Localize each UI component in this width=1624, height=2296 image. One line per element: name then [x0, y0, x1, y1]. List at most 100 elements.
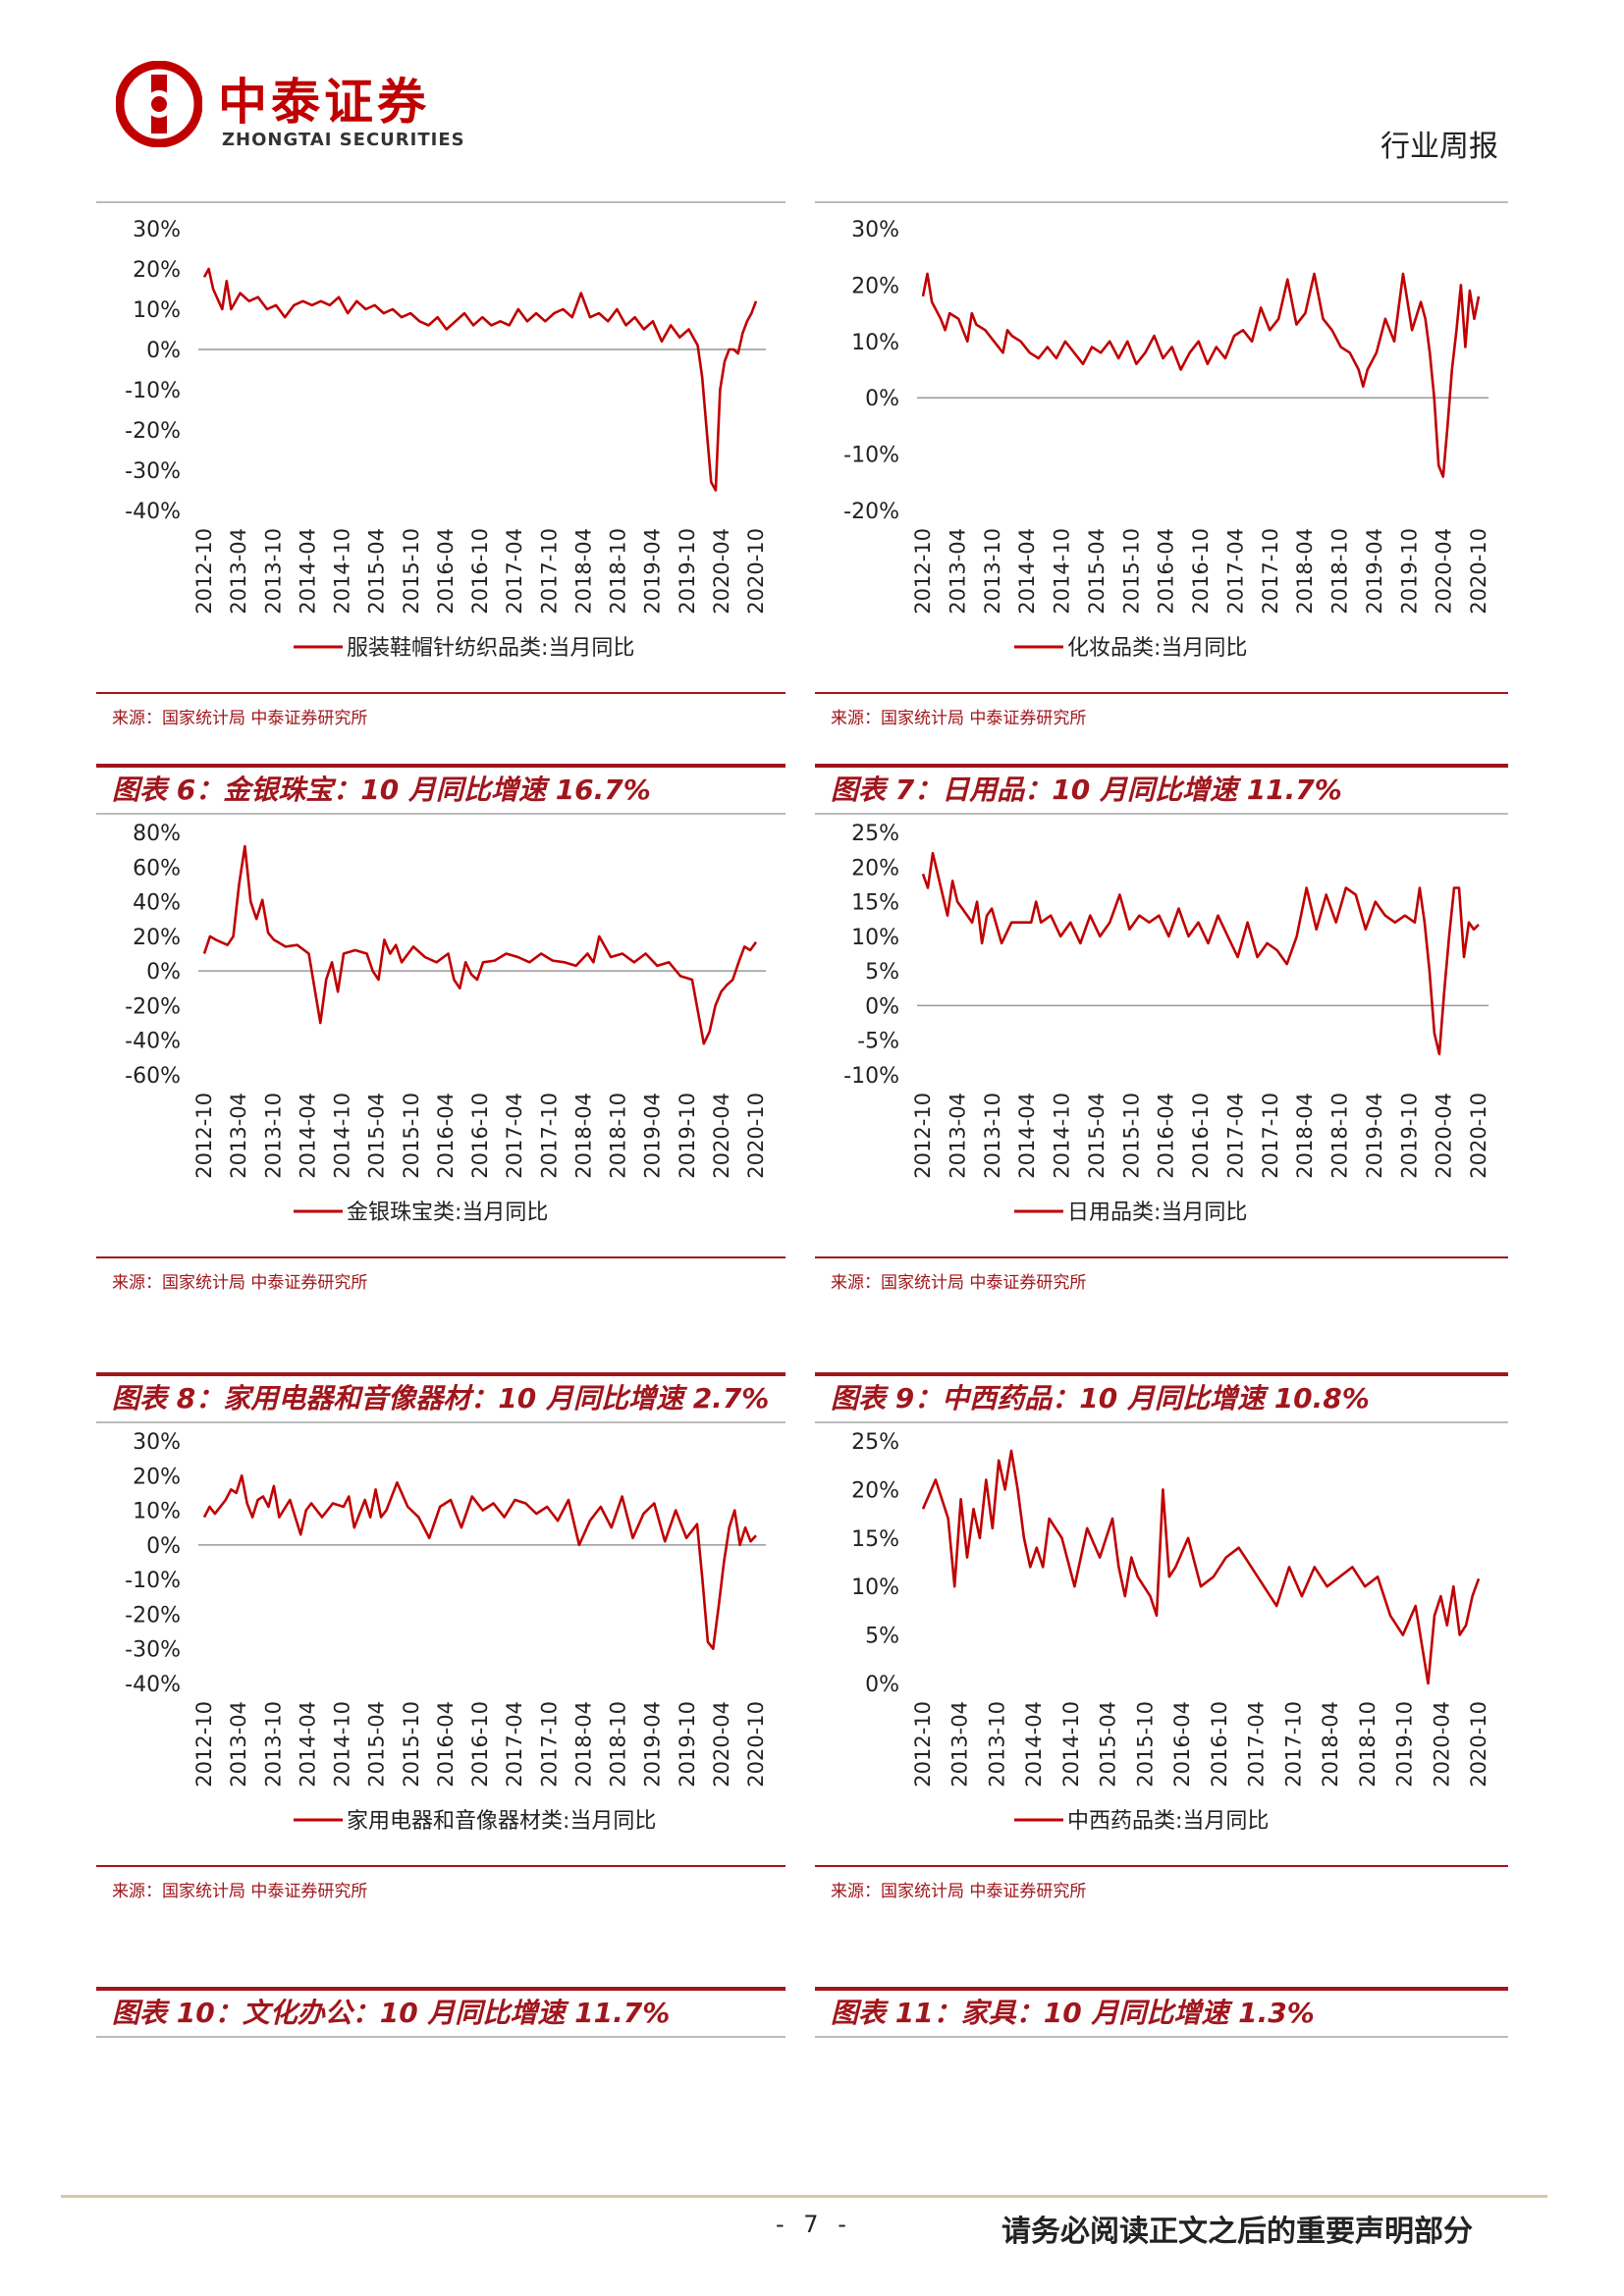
x-tick-label: 2017-10 [1259, 1093, 1282, 1179]
x-tick-label: 2014-10 [331, 1093, 354, 1179]
chart-11-title-bar: 图表 11：家具：10 月同比增速 1.3% [815, 1987, 1508, 2038]
chart-10-title: 图表 10：文化办公：10 月同比增速 11.7% [112, 1997, 671, 2029]
chart-title-bar: 图表 9：中西药品：10 月同比增速 10.8% [815, 1372, 1508, 1423]
x-tick-label: 2019-04 [641, 1093, 665, 1179]
x-tick-label: 2018-04 [1319, 1701, 1342, 1788]
y-tick-label: -10% [843, 444, 899, 468]
y-tick-label: 0% [146, 339, 181, 363]
x-tick-label: 2016-04 [1155, 1093, 1178, 1179]
y-tick-label: -10% [843, 1064, 899, 1089]
x-tick-label: 2017-10 [537, 528, 561, 614]
x-tick-label: 2019-10 [676, 1093, 699, 1179]
x-tick-label: 2012-10 [192, 1701, 216, 1788]
chart-1: -20% -10% 0% 10% 20% 30% 2012-10 2013-04 2013-10… [843, 218, 1490, 661]
x-tick-label: 2016-10 [1189, 528, 1213, 614]
x-tick-label: 2015-04 [1097, 1701, 1120, 1788]
y-tick-label: -40% [125, 1673, 181, 1697]
x-tick-label: 2017-10 [1259, 528, 1282, 614]
y-tick-label: -20% [125, 994, 181, 1019]
y-tick-label: -20% [125, 1603, 181, 1628]
x-tick-label: 2015-04 [1085, 528, 1109, 614]
x-tick-label: 2013-10 [261, 1701, 285, 1788]
x-tick-label: 2014-04 [1015, 1093, 1039, 1179]
x-tick-label: 2017-04 [503, 1093, 526, 1179]
y-tick-label: 0% [865, 994, 899, 1019]
series-line [921, 1449, 1481, 1685]
y-tick-label: 30% [851, 218, 899, 242]
x-tick-label: 2014-04 [296, 528, 319, 614]
y-tick-label: 20% [133, 1465, 181, 1489]
x-tick-label: 2014-10 [1059, 1701, 1083, 1788]
disclaimer-note: 请务必阅读正文之后的重要声明部分 [1001, 2215, 1473, 2249]
x-tick-label: 2013-10 [985, 1701, 1008, 1788]
x-tick-label: 2013-04 [946, 1093, 969, 1179]
x-tick-label: 2020-04 [710, 1093, 733, 1179]
x-tick-label: 2017-04 [1223, 1093, 1247, 1179]
x-tick-label: 2014-04 [1015, 528, 1039, 614]
x-tick-label: 2018-10 [1356, 1701, 1380, 1788]
series-line [202, 844, 758, 1045]
chart-title: 图表 7：日用品：10 月同比增速 11.7% [831, 774, 1342, 806]
x-tick-label: 2013-10 [981, 528, 1004, 614]
x-tick-label: 2012-10 [192, 528, 216, 614]
x-tick-label: 2015-10 [1133, 1701, 1157, 1788]
x-tick-label: 2015-10 [400, 528, 423, 614]
x-tick-label: 2014-10 [1051, 1093, 1074, 1179]
y-tick-label: 5% [865, 960, 899, 985]
y-tick-label: 20% [851, 856, 899, 881]
chart-title-bar: 图表 8：家用电器和音像器材：10 月同比增速 2.7% [96, 1372, 785, 1423]
chart-source: 来源：国家统计局 中泰证券研究所 [96, 692, 785, 728]
x-tick-label: 2019-10 [1393, 1701, 1417, 1788]
x-tick-label: 2019-04 [641, 528, 665, 614]
x-tick-label: 2020-04 [1433, 528, 1456, 614]
y-tick-label: -20% [125, 419, 181, 444]
x-tick-label: 2018-10 [1328, 528, 1352, 614]
x-tick-label: 2020-10 [744, 1701, 768, 1788]
x-tick-label: 2020-04 [710, 528, 733, 614]
y-tick-label: 10% [133, 1500, 181, 1524]
x-tick-label: 2013-10 [261, 1093, 285, 1179]
y-tick-label: -10% [125, 1569, 181, 1593]
y-tick-label: -40% [125, 500, 181, 524]
x-tick-label: 2017-10 [1281, 1701, 1305, 1788]
series-line [202, 267, 758, 492]
x-tick-label: 2015-10 [1119, 528, 1143, 614]
chart-0: -40% -30% -20% -10% 0% 10% 20% 30% 2012-10 2013-0… [125, 218, 768, 661]
y-tick-label: 10% [851, 1575, 899, 1600]
chart-title-bar: 图表 7：日用品：10 月同比增速 11.7% [815, 764, 1508, 815]
chart-4: -40% -30% -20% -10% 0% 10% 20% 30% 2012-10 2013-0… [125, 1430, 768, 1834]
chart-source: 来源：国家统计局 中泰证券研究所 [96, 1865, 785, 1901]
x-tick-label: 2015-04 [365, 528, 389, 614]
x-tick-label: 2012-10 [911, 1093, 935, 1179]
x-tick-label: 2012-10 [911, 1701, 935, 1788]
y-tick-label: 30% [133, 218, 181, 242]
y-tick-label: 20% [851, 274, 899, 298]
y-tick-label: 40% [133, 891, 181, 916]
x-tick-label: 2018-10 [1328, 1093, 1352, 1179]
y-tick-label: 0% [865, 387, 899, 411]
x-tick-label: 2012-10 [192, 1093, 216, 1179]
y-tick-label: 5% [865, 1625, 899, 1649]
x-tick-label: 2016-04 [1170, 1701, 1194, 1788]
x-tick-label: 2016-04 [1155, 528, 1178, 614]
y-tick-label: 20% [133, 926, 181, 950]
x-tick-label: 2019-04 [1363, 1093, 1386, 1179]
legend-label: 化妆品类:当月同比 [1067, 636, 1247, 661]
x-tick-label: 2020-10 [744, 528, 768, 614]
x-tick-label: 2016-10 [1189, 1093, 1213, 1179]
x-tick-label: 2013-04 [227, 1093, 250, 1179]
x-tick-label: 2019-10 [676, 1701, 699, 1788]
x-tick-label: 2017-04 [503, 528, 526, 614]
chart-source: 来源：国家统计局 中泰证券研究所 [815, 1865, 1508, 1901]
y-tick-label: 20% [133, 258, 181, 283]
x-tick-label: 2018-04 [571, 528, 595, 614]
chart-top-rule [96, 201, 785, 203]
y-tick-label: 25% [851, 1430, 899, 1455]
chart-source: 来源：国家统计局 中泰证券研究所 [815, 1256, 1508, 1293]
x-tick-label: 2018-04 [571, 1093, 595, 1179]
x-tick-label: 2019-10 [1397, 1093, 1421, 1179]
report-type: 行业周报 [1380, 130, 1498, 164]
x-tick-label: 2018-04 [1293, 1093, 1317, 1179]
x-tick-label: 2020-10 [1467, 528, 1490, 614]
y-tick-label: 15% [851, 1527, 899, 1552]
